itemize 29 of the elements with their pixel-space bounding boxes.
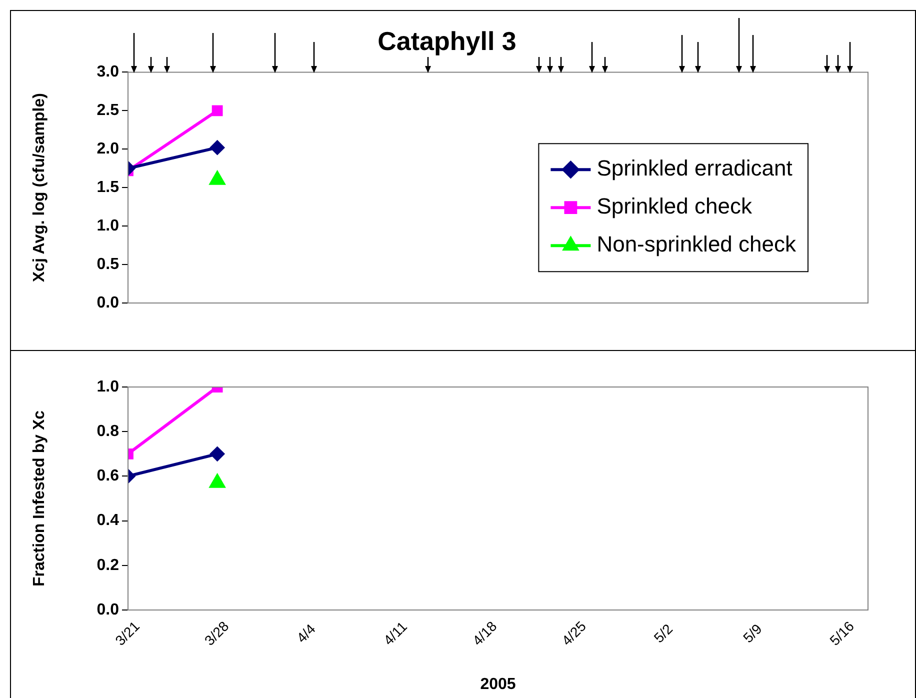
y-tick-label: 0.4 bbox=[96, 512, 120, 530]
y-tick-label: 0.0 bbox=[96, 601, 120, 618]
y-tick-label: 2.0 bbox=[96, 140, 120, 158]
y-axis-title: Fraction Infested by Xc bbox=[31, 410, 48, 587]
x-tick-label: 4/11 bbox=[380, 618, 410, 648]
y-tick-label: 1.0 bbox=[96, 378, 120, 396]
y-tick-label: 0.6 bbox=[96, 468, 120, 485]
y-tick-label: 0.2 bbox=[96, 556, 120, 574]
legend-label: Non-sprinkled check bbox=[596, 232, 797, 257]
y-tick-label: 1.0 bbox=[96, 217, 120, 234]
x-tick-label: 4/18 bbox=[469, 618, 500, 648]
y-axis-title: Xcj Avg. log (cfu/sample) bbox=[31, 93, 48, 282]
x-tick-label: 4/4 bbox=[293, 620, 318, 646]
x-tick-label: 5/16 bbox=[826, 618, 858, 648]
legend-label: Sprinkled erradicant bbox=[596, 156, 792, 181]
chart-title: Cataphyll 3 bbox=[378, 26, 516, 56]
x-tick-label: 5/2 bbox=[650, 620, 676, 646]
x-tick-label: 4/25 bbox=[558, 618, 590, 648]
y-tick-label: 2.5 bbox=[96, 102, 120, 120]
x-axis-title: 2005 bbox=[480, 676, 516, 693]
y-tick-label: 0.0 bbox=[96, 294, 120, 312]
y-tick-label: 3.0 bbox=[96, 64, 120, 81]
y-tick-label: 0.5 bbox=[96, 256, 120, 273]
x-tick-label: 5/9 bbox=[740, 620, 766, 646]
x-tick-label: 3/21 bbox=[112, 618, 143, 648]
legend-label: Sprinkled check bbox=[596, 194, 753, 219]
y-tick-label: 1.5 bbox=[96, 179, 120, 196]
y-tick-label: 0.8 bbox=[96, 423, 120, 440]
x-tick-label: 3/28 bbox=[201, 618, 232, 648]
